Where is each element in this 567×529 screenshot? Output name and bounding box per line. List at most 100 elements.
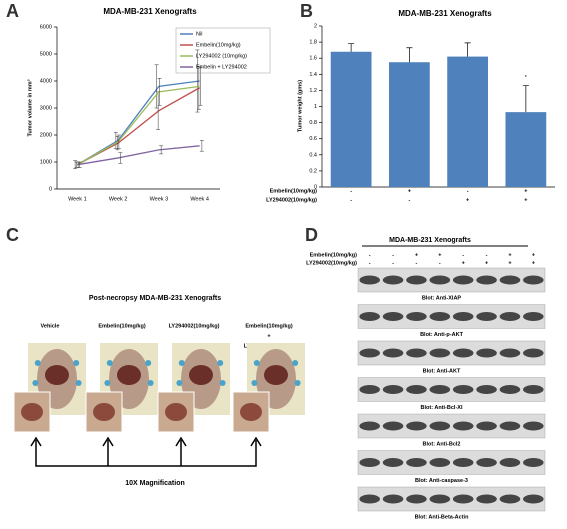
band (499, 312, 521, 321)
band (499, 385, 521, 394)
group-label: Vehicle (41, 323, 60, 329)
panel-letter: C (6, 225, 19, 245)
arrows (30, 436, 262, 467)
treatment-sign: + (508, 260, 511, 266)
band (382, 312, 404, 321)
pin (145, 360, 152, 366)
panel-title: MDA-MB-231 Xenografts (389, 237, 471, 244)
bar (330, 51, 372, 188)
pin (75, 380, 82, 386)
treatment-sign: - (486, 252, 488, 258)
treatment-sign: - (392, 252, 394, 258)
error-bar (157, 78, 162, 106)
band (476, 275, 497, 285)
band (359, 312, 380, 321)
band (499, 494, 521, 504)
band (382, 385, 404, 394)
band (523, 275, 544, 285)
band (429, 312, 451, 321)
treatment-label: Embelin(10mg/kg) (310, 252, 358, 258)
x-tick-label: Week 1 (68, 196, 87, 202)
line (77, 80, 200, 166)
band (523, 458, 544, 467)
legend-label: LY294002 (10mg/kg) (196, 53, 247, 59)
band (429, 494, 451, 504)
blot-label: Blot: Anti-XIAP (422, 295, 462, 301)
treatment-sign: - (462, 252, 464, 258)
band (523, 494, 544, 504)
treatment-sign: - (467, 188, 469, 194)
y-tick-label: 0.4 (309, 152, 317, 158)
legend-label: Nil (196, 31, 202, 37)
error-bar (199, 140, 204, 152)
treatment-sign: - (439, 260, 441, 266)
band (359, 348, 380, 358)
panel-title: Post-necropsy MDA-MB-231 Xenografts (89, 295, 221, 302)
band (429, 348, 451, 358)
tumor (264, 365, 288, 385)
treatment-sign: - (350, 188, 352, 194)
pin (104, 380, 111, 386)
y-tick-label: 1.8 (309, 40, 317, 46)
pin (34, 360, 41, 366)
pin (253, 360, 260, 366)
pin (73, 360, 80, 366)
band (359, 385, 380, 394)
band (452, 385, 474, 394)
treatment-sign: + (466, 197, 469, 203)
band (499, 348, 521, 358)
y-tick-label: 2000 (40, 132, 52, 138)
panel-letter: A (6, 1, 19, 21)
blot-label: Blot: Anti-caspase-3 (415, 478, 468, 484)
y-tick-label: 2 (314, 23, 317, 29)
band (382, 348, 404, 358)
treatment-sign: + (508, 252, 511, 258)
band (452, 348, 474, 358)
treatment-sign: - (408, 197, 410, 203)
x-tick-label: Week 4 (190, 196, 209, 202)
blot-label: Blot: Anti-p-AKT (420, 332, 464, 338)
band (359, 275, 380, 285)
band (382, 421, 404, 431)
panel-letter: D (305, 225, 318, 245)
error-bar (522, 85, 529, 113)
chart-title: MDA-MB-231 Xenografts (103, 7, 197, 16)
bar (447, 56, 489, 188)
band (476, 494, 497, 504)
pin (292, 360, 299, 366)
pin (219, 380, 226, 386)
treatment-sign: - (392, 260, 394, 266)
band (406, 421, 427, 431)
treatment-label: LY294002(10mg/kg) (266, 197, 317, 203)
treatment-sign: - (369, 252, 371, 258)
chart-title: MDA-MB-231 Xenografts (398, 9, 492, 18)
y-tick-label: 1.2 (309, 88, 317, 94)
treatment-sign: + (438, 252, 441, 258)
treatment-label: Embelin(10mg/kg) (270, 188, 318, 194)
inset-tumor (240, 403, 262, 421)
error-bar (77, 161, 82, 168)
group-label: LY294002(10mg/kg) (169, 323, 220, 329)
error-bar (348, 43, 355, 52)
band (452, 312, 474, 321)
band (499, 275, 521, 285)
x-tick-label: Week 2 (109, 196, 128, 202)
y-tick-label: 0 (49, 186, 52, 192)
band (429, 385, 451, 394)
band (452, 458, 474, 467)
y-tick-label: 5000 (40, 51, 52, 57)
band (406, 385, 427, 394)
y-tick-label: 4000 (40, 78, 52, 84)
band (382, 275, 404, 285)
legend-label: Embelin + LY294002 (196, 64, 247, 70)
band (452, 421, 474, 431)
band (406, 494, 427, 504)
error-bar (118, 152, 123, 164)
group-label: + (267, 333, 270, 339)
error-bar (196, 65, 201, 110)
x-tick-label: Week 3 (150, 196, 169, 202)
tumor (117, 365, 141, 385)
y-tick-label: 0 (314, 184, 317, 190)
band (429, 275, 451, 285)
